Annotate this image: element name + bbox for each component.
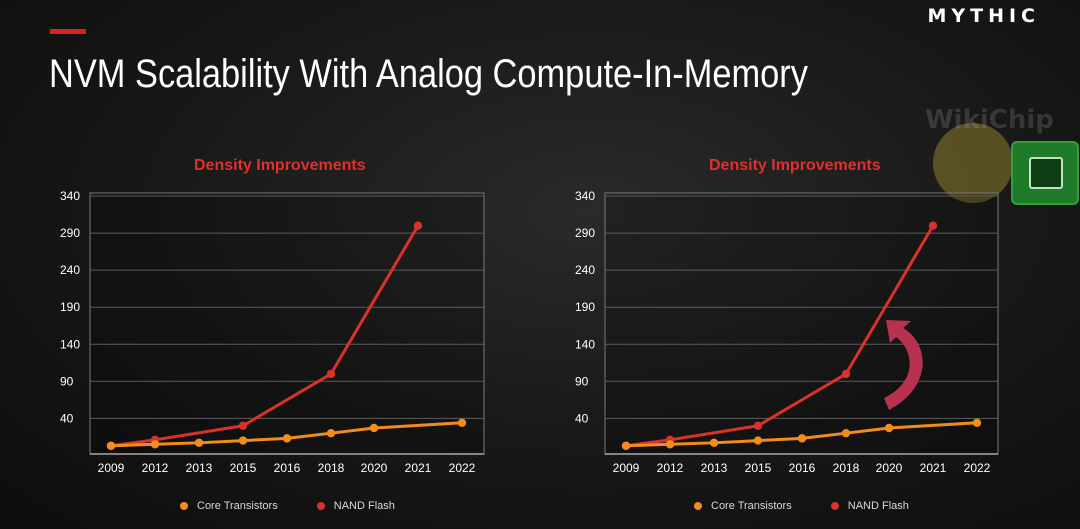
y-tick-label: 90 bbox=[60, 374, 74, 388]
brand-logo: MYTHIC bbox=[927, 5, 1040, 27]
legend-core-label: Core Transistors bbox=[197, 500, 278, 512]
x-tick-label: 2020 bbox=[361, 461, 388, 475]
y-tick-label: 190 bbox=[60, 300, 80, 314]
page-title: NVM Scalability With Analog Compute-In-M… bbox=[49, 52, 808, 96]
wafer-icon bbox=[933, 123, 1013, 203]
core-transistors-line bbox=[625, 421, 978, 448]
core-transistors-point bbox=[709, 438, 719, 448]
core-transistors-point bbox=[797, 434, 807, 443]
x-tick-label: 2012 bbox=[657, 461, 684, 475]
legend-nand-dot bbox=[316, 502, 325, 511]
x-tick-label: 2018 bbox=[318, 461, 345, 475]
legend-nand-flash: NAND Flash bbox=[316, 500, 395, 512]
legend-core-label: Core Transistors bbox=[711, 500, 792, 512]
curved-arrow-icon bbox=[884, 320, 923, 410]
core-transistors-point bbox=[621, 441, 631, 450]
chart-2-title: Density Improvements bbox=[709, 157, 881, 174]
y-tick-label: 290 bbox=[575, 226, 595, 240]
nand-flash-point bbox=[413, 221, 423, 230]
nand-flash-point bbox=[753, 421, 763, 430]
x-tick-label: 2022 bbox=[449, 461, 476, 475]
y-tick-label: 340 bbox=[60, 189, 80, 203]
x-tick-label: 2013 bbox=[186, 461, 213, 475]
core-transistors-point bbox=[884, 423, 894, 433]
legend-nand-label: NAND Flash bbox=[333, 500, 395, 512]
watermark-text: WikiChip bbox=[925, 105, 1054, 135]
y-tick-label: 140 bbox=[575, 337, 595, 351]
x-tick-label: 2012 bbox=[142, 461, 169, 475]
core-transistors-point bbox=[753, 436, 763, 445]
core-transistors-point bbox=[238, 436, 248, 445]
x-tick-label: 2015 bbox=[745, 461, 772, 475]
chart-1: 40 90 140 190 240 290 340 2009 2012 2013 2015 2016 2… bbox=[60, 189, 485, 475]
y-tick-label: 40 bbox=[575, 411, 589, 425]
core-transistors-point bbox=[106, 441, 116, 450]
plot-area bbox=[604, 192, 999, 455]
legend-core-dot bbox=[180, 502, 188, 511]
core-transistors-point bbox=[194, 438, 204, 448]
legend-core-dot bbox=[694, 502, 702, 511]
accent-bar bbox=[50, 29, 86, 34]
nand-flash-point bbox=[238, 421, 248, 430]
y-tick-label: 190 bbox=[575, 300, 595, 314]
x-tick-label: 2021 bbox=[405, 461, 432, 475]
y-tick-label: 240 bbox=[60, 263, 80, 277]
core-transistors-point bbox=[665, 440, 675, 449]
legend-nand-label: NAND Flash bbox=[847, 500, 909, 512]
x-tick-label: 2016 bbox=[274, 461, 301, 475]
legend-nand-dot bbox=[830, 502, 839, 511]
chart-2: 40 90 140 190 240 290 340 2009 2012 2013 2015 2016 2… bbox=[575, 189, 999, 475]
x-tick-label: 2009 bbox=[98, 461, 125, 475]
chart-2-legend: Core Transistors NAND Flash bbox=[694, 500, 945, 512]
nand-flash-point bbox=[928, 221, 938, 230]
x-tick-label: 2009 bbox=[613, 461, 640, 475]
x-tick-label: 2018 bbox=[833, 461, 860, 475]
core-transistors-point bbox=[326, 428, 336, 438]
x-tick-label: 2016 bbox=[789, 461, 816, 475]
x-tick-label: 2022 bbox=[964, 461, 991, 475]
legend-nand-flash: NAND Flash bbox=[830, 500, 909, 512]
legend-core-transistors: Core Transistors bbox=[694, 500, 792, 512]
nand-flash-point bbox=[841, 369, 851, 379]
y-tick-label: 90 bbox=[575, 374, 589, 388]
watermark: WikiChip bbox=[925, 105, 1080, 205]
y-tick-label: 290 bbox=[60, 226, 80, 240]
core-transistors-point bbox=[972, 418, 982, 428]
core-transistors-point bbox=[841, 428, 851, 438]
legend-core-transistors: Core Transistors bbox=[180, 500, 278, 512]
x-tick-label: 2021 bbox=[920, 461, 947, 475]
x-tick-label: 2020 bbox=[876, 461, 903, 475]
chart-1-title: Density Improvements bbox=[194, 157, 366, 174]
nand-flash-point bbox=[326, 369, 336, 379]
core-transistors-point bbox=[369, 423, 379, 433]
x-tick-label: 2015 bbox=[230, 461, 257, 475]
core-transistors-point bbox=[150, 440, 160, 449]
core-transistors-point bbox=[457, 418, 467, 428]
y-tick-label: 40 bbox=[60, 411, 74, 425]
y-tick-label: 140 bbox=[60, 337, 80, 351]
core-transistors-point bbox=[282, 434, 292, 443]
plot-area bbox=[89, 192, 485, 455]
x-tick-label: 2013 bbox=[701, 461, 728, 475]
chart-1-legend: Core Transistors NAND Flash bbox=[180, 500, 431, 512]
y-tick-label: 240 bbox=[575, 263, 595, 277]
y-tick-label: 340 bbox=[575, 189, 595, 203]
chip-icon bbox=[1011, 141, 1079, 205]
core-transistors-line bbox=[110, 421, 463, 448]
